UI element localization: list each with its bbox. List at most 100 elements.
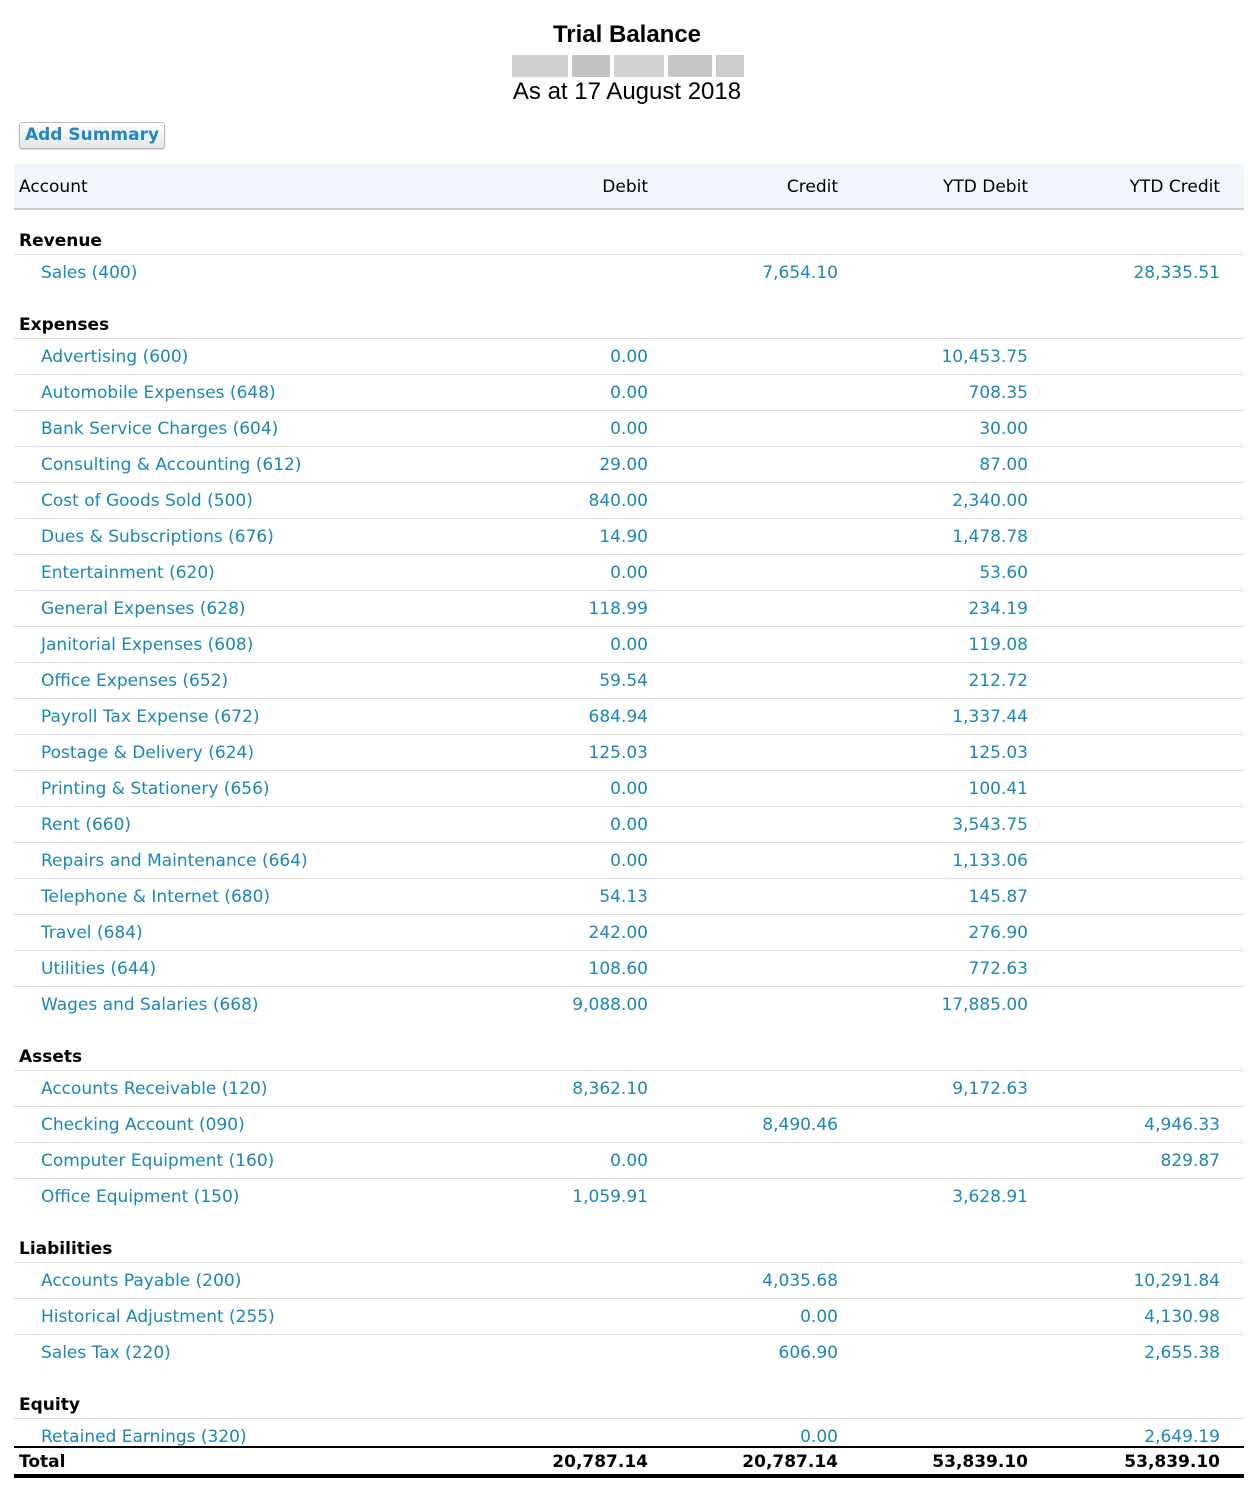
account-link[interactable]: Wages and Salaries (668)	[41, 995, 259, 1015]
debit-cell[interactable]: 0.00	[610, 347, 648, 367]
account-link[interactable]: Janitorial Expenses (608)	[41, 635, 254, 655]
debit-cell[interactable]: 0.00	[610, 815, 648, 835]
table-row: Automobile Expenses (648) 0.00 708.35	[14, 375, 1244, 411]
ytd-debit-cell[interactable]: 212.72	[968, 671, 1028, 691]
debit-cell[interactable]: 0.00	[610, 779, 648, 799]
debit-cell[interactable]: 242.00	[588, 923, 648, 943]
account-link[interactable]: Printing & Stationery (656)	[41, 779, 270, 799]
account-link[interactable]: Payroll Tax Expense (672)	[41, 707, 260, 727]
account-link[interactable]: Sales (400)	[41, 263, 138, 283]
debit-cell[interactable]: 125.03	[588, 743, 648, 763]
section-heading-equity: Equity	[19, 1395, 80, 1415]
table-row: Cost of Goods Sold (500) 840.00 2,340.00	[14, 483, 1244, 519]
ytd-debit-cell[interactable]: 10,453.75	[941, 347, 1028, 367]
column-header-ytd-credit[interactable]: YTD Credit	[1129, 177, 1220, 197]
debit-cell[interactable]: 8,362.10	[572, 1079, 648, 1099]
debit-cell[interactable]: 684.94	[588, 707, 648, 727]
ytd-debit-cell[interactable]: 30.00	[979, 419, 1028, 439]
ytd-debit-cell[interactable]: 1,133.06	[952, 851, 1028, 871]
ytd-debit-cell[interactable]: 3,628.91	[952, 1187, 1028, 1207]
ytd-credit-cell[interactable]: 2,649.19	[1144, 1427, 1220, 1447]
account-link[interactable]: Utilities (644)	[41, 959, 157, 979]
credit-cell[interactable]: 4,035.68	[762, 1271, 838, 1291]
account-link[interactable]: Accounts Payable (200)	[41, 1271, 242, 1291]
ytd-credit-cell[interactable]: 4,130.98	[1144, 1307, 1220, 1327]
column-header-debit[interactable]: Debit	[602, 177, 648, 197]
account-link[interactable]: Office Expenses (652)	[41, 671, 229, 691]
ytd-debit-cell[interactable]: 1,337.44	[952, 707, 1028, 727]
ytd-debit-cell[interactable]: 17,885.00	[941, 995, 1028, 1015]
column-header-account[interactable]: Account	[19, 177, 88, 197]
account-link[interactable]: Dues & Subscriptions (676)	[41, 527, 274, 547]
column-header-credit[interactable]: Credit	[786, 177, 838, 197]
ytd-debit-cell[interactable]: 87.00	[979, 455, 1028, 475]
account-link[interactable]: Computer Equipment (160)	[41, 1151, 275, 1171]
section-divider	[14, 254, 1244, 255]
debit-cell[interactable]: 108.60	[588, 959, 648, 979]
ytd-credit-cell[interactable]: 829.87	[1160, 1151, 1220, 1171]
account-link[interactable]: Office Equipment (150)	[41, 1187, 240, 1207]
ytd-credit-cell[interactable]: 10,291.84	[1133, 1271, 1220, 1291]
account-link[interactable]: Accounts Receivable (120)	[41, 1079, 268, 1099]
ytd-debit-cell[interactable]: 53.60	[979, 563, 1028, 583]
account-link[interactable]: Historical Adjustment (255)	[41, 1307, 275, 1327]
ytd-debit-cell[interactable]: 9,172.63	[952, 1079, 1028, 1099]
account-link[interactable]: Entertainment (620)	[41, 563, 215, 583]
credit-cell[interactable]: 8,490.46	[762, 1115, 838, 1135]
ytd-debit-cell[interactable]: 3,543.75	[952, 815, 1028, 835]
debit-cell[interactable]: 9,088.00	[572, 995, 648, 1015]
debit-cell[interactable]: 0.00	[610, 563, 648, 583]
ytd-credit-cell[interactable]: 28,335.51	[1133, 263, 1220, 283]
credit-cell[interactable]: 0.00	[800, 1427, 838, 1447]
ytd-credit-cell[interactable]: 2,655.38	[1144, 1343, 1220, 1363]
credit-cell[interactable]: 7,654.10	[762, 263, 838, 283]
credit-cell[interactable]: 606.90	[778, 1343, 838, 1363]
debit-cell[interactable]: 0.00	[610, 1151, 648, 1171]
account-link[interactable]: General Expenses (628)	[41, 599, 246, 619]
account-link[interactable]: Consulting & Accounting (612)	[41, 455, 302, 475]
table-row: Travel (684) 242.00 276.90	[14, 915, 1244, 951]
table-row: Utilities (644) 108.60 772.63	[14, 951, 1244, 987]
account-link[interactable]: Telephone & Internet (680)	[41, 887, 271, 907]
ytd-debit-cell[interactable]: 708.35	[968, 383, 1028, 403]
debit-cell[interactable]: 0.00	[610, 635, 648, 655]
debit-cell[interactable]: 0.00	[610, 419, 648, 439]
debit-cell[interactable]: 29.00	[599, 455, 648, 475]
account-link[interactable]: Rent (660)	[41, 815, 132, 835]
account-link[interactable]: Sales Tax (220)	[41, 1343, 171, 1363]
account-link[interactable]: Bank Service Charges (604)	[41, 419, 279, 439]
debit-cell[interactable]: 118.99	[588, 599, 648, 619]
account-link[interactable]: Automobile Expenses (648)	[41, 383, 276, 403]
ytd-debit-cell[interactable]: 145.87	[968, 887, 1028, 907]
account-link[interactable]: Checking Account (090)	[41, 1115, 245, 1135]
ytd-debit-cell[interactable]: 119.08	[968, 635, 1028, 655]
table-row: Payroll Tax Expense (672) 684.94 1,337.44	[14, 699, 1244, 735]
debit-cell[interactable]: 14.90	[599, 527, 648, 547]
credit-cell[interactable]: 0.00	[800, 1307, 838, 1327]
account-link[interactable]: Cost of Goods Sold (500)	[41, 491, 253, 511]
ytd-debit-cell[interactable]: 276.90	[968, 923, 1028, 943]
debit-cell[interactable]: 0.00	[610, 383, 648, 403]
debit-cell[interactable]: 840.00	[588, 491, 648, 511]
account-link[interactable]: Travel (684)	[41, 923, 143, 943]
ytd-credit-cell[interactable]: 4,946.33	[1144, 1115, 1220, 1135]
column-header-ytd-debit[interactable]: YTD Debit	[943, 177, 1028, 197]
ytd-debit-cell[interactable]: 2,340.00	[952, 491, 1028, 511]
table-row: Janitorial Expenses (608) 0.00 119.08	[14, 627, 1244, 663]
account-link[interactable]: Advertising (600)	[41, 347, 189, 367]
ytd-debit-cell[interactable]: 100.41	[968, 779, 1028, 799]
ytd-debit-cell[interactable]: 125.03	[968, 743, 1028, 763]
debit-cell[interactable]: 0.00	[610, 851, 648, 871]
add-summary-button[interactable]: Add Summary	[19, 122, 165, 149]
debit-cell[interactable]: 1,059.91	[572, 1187, 648, 1207]
account-link[interactable]: Postage & Delivery (624)	[41, 743, 254, 763]
debit-cell[interactable]: 54.13	[599, 887, 648, 907]
section-heading-revenue: Revenue	[19, 231, 102, 251]
ytd-debit-cell[interactable]: 1,478.78	[952, 527, 1028, 547]
account-link[interactable]: Retained Earnings (320)	[41, 1427, 247, 1447]
table-row: Computer Equipment (160) 0.00 829.87	[14, 1143, 1244, 1179]
debit-cell[interactable]: 59.54	[599, 671, 648, 691]
ytd-debit-cell[interactable]: 772.63	[968, 959, 1028, 979]
account-link[interactable]: Repairs and Maintenance (664)	[41, 851, 308, 871]
ytd-debit-cell[interactable]: 234.19	[968, 599, 1028, 619]
